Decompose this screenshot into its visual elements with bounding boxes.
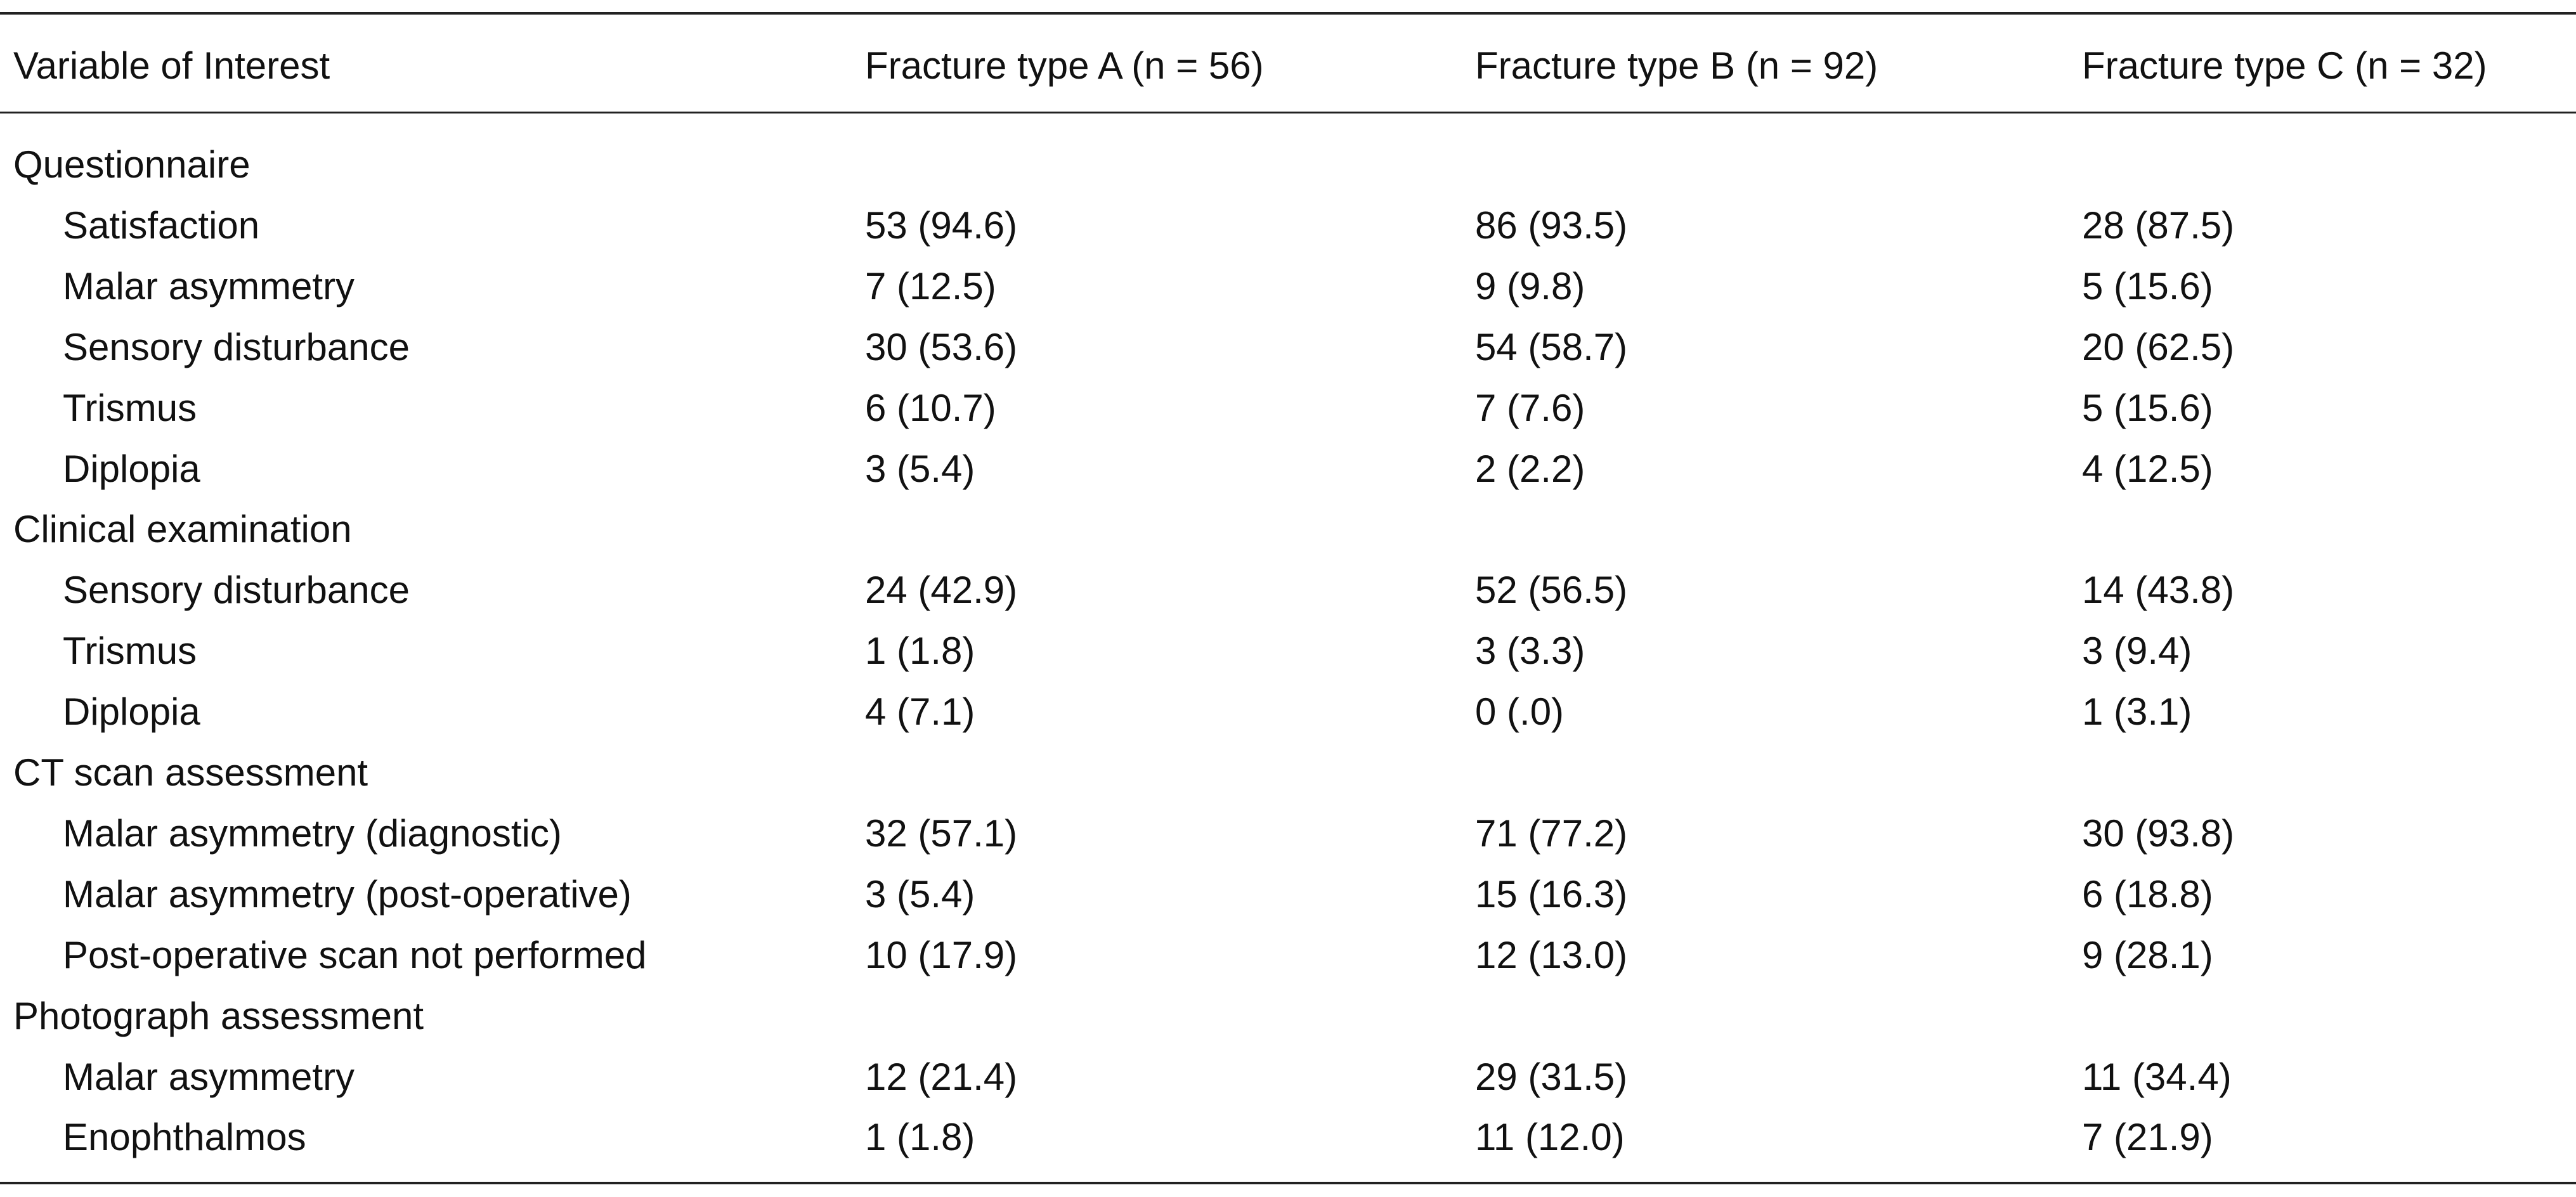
value-cell: 5 (15.6) — [2082, 264, 2213, 307]
group-title: Clinical examination — [13, 508, 352, 551]
value-cell: 11 (12.0) — [1475, 1116, 1625, 1159]
row-label: Trismus — [63, 386, 197, 429]
value-cell: 30 (53.6) — [865, 325, 1018, 368]
row-label: Sensory disturbance — [63, 325, 410, 368]
group-title: CT scan assessment — [13, 751, 368, 794]
value-cell: 32 (57.1) — [865, 812, 1018, 855]
value-cell: 24 (42.9) — [865, 569, 1018, 612]
value-cell: 54 (58.7) — [1475, 325, 1628, 368]
row-label: Diplopia — [63, 690, 200, 734]
value-cell: 9 (28.1) — [2082, 933, 2213, 976]
value-cell: 6 (10.7) — [865, 386, 996, 429]
row-label: Malar asymmetry (diagnostic) — [63, 812, 562, 855]
row-label: Trismus — [63, 630, 197, 673]
value-cell: 2 (2.2) — [1475, 447, 1585, 490]
row-label: Enophthalmos — [63, 1116, 306, 1159]
value-cell: 3 (3.3) — [1475, 630, 1585, 673]
value-cell: 12 (21.4) — [865, 1055, 1018, 1098]
value-cell: 7 (12.5) — [865, 264, 996, 307]
group-title: Questionnaire — [13, 143, 250, 186]
header-cell: Fracture type C (n = 32) — [2082, 44, 2487, 87]
value-cell: 11 (34.4) — [2082, 1055, 2232, 1098]
header-cell: Fracture type A (n = 56) — [865, 44, 1264, 87]
group-title: Photograph assessment — [13, 994, 424, 1037]
bottom-rule — [0, 1182, 2576, 1184]
value-cell: 52 (56.5) — [1475, 569, 1628, 612]
value-cell: 10 (17.9) — [865, 933, 1018, 976]
row-label: Malar asymmetry — [63, 264, 355, 307]
header-cell: Fracture type B (n = 92) — [1475, 44, 1878, 87]
value-cell: 1 (3.1) — [2082, 690, 2192, 734]
value-cell: 53 (94.6) — [865, 204, 1018, 247]
value-cell: 15 (16.3) — [1475, 872, 1628, 916]
value-cell: 1 (1.8) — [865, 630, 975, 673]
value-cell: 3 (5.4) — [865, 872, 975, 916]
row-label: Sensory disturbance — [63, 569, 410, 612]
header-rule — [0, 112, 2576, 113]
value-cell: 86 (93.5) — [1475, 204, 1628, 247]
value-cell: 3 (9.4) — [2082, 630, 2192, 673]
value-cell: 4 (12.5) — [2082, 447, 2213, 490]
value-cell: 1 (1.8) — [865, 1116, 975, 1159]
value-cell: 6 (18.8) — [2082, 872, 2213, 916]
value-cell: 0 (.0) — [1475, 690, 1564, 734]
row-label: Malar asymmetry (post-operative) — [63, 872, 632, 916]
value-cell: 28 (87.5) — [2082, 204, 2235, 247]
value-cell: 30 (93.8) — [2082, 812, 2235, 855]
value-cell: 12 (13.0) — [1475, 933, 1628, 976]
value-cell: 7 (7.6) — [1475, 386, 1585, 429]
value-cell: 14 (43.8) — [2082, 569, 2235, 612]
header-cell: Variable of Interest — [13, 44, 330, 87]
row-label: Diplopia — [63, 447, 200, 490]
value-cell: 3 (5.4) — [865, 447, 975, 490]
row-label: Satisfaction — [63, 204, 260, 247]
row-label: Post-operative scan not performed — [63, 933, 647, 976]
row-label: Malar asymmetry — [63, 1055, 355, 1098]
value-cell: 4 (7.1) — [865, 690, 975, 734]
value-cell: 5 (15.6) — [2082, 386, 2213, 429]
value-cell: 71 (77.2) — [1475, 812, 1628, 855]
value-cell: 20 (62.5) — [2082, 325, 2235, 368]
value-cell: 9 (9.8) — [1475, 264, 1585, 307]
top-rule — [0, 12, 2576, 15]
value-cell: 29 (31.5) — [1475, 1055, 1628, 1098]
value-cell: 7 (21.9) — [2082, 1116, 2213, 1159]
